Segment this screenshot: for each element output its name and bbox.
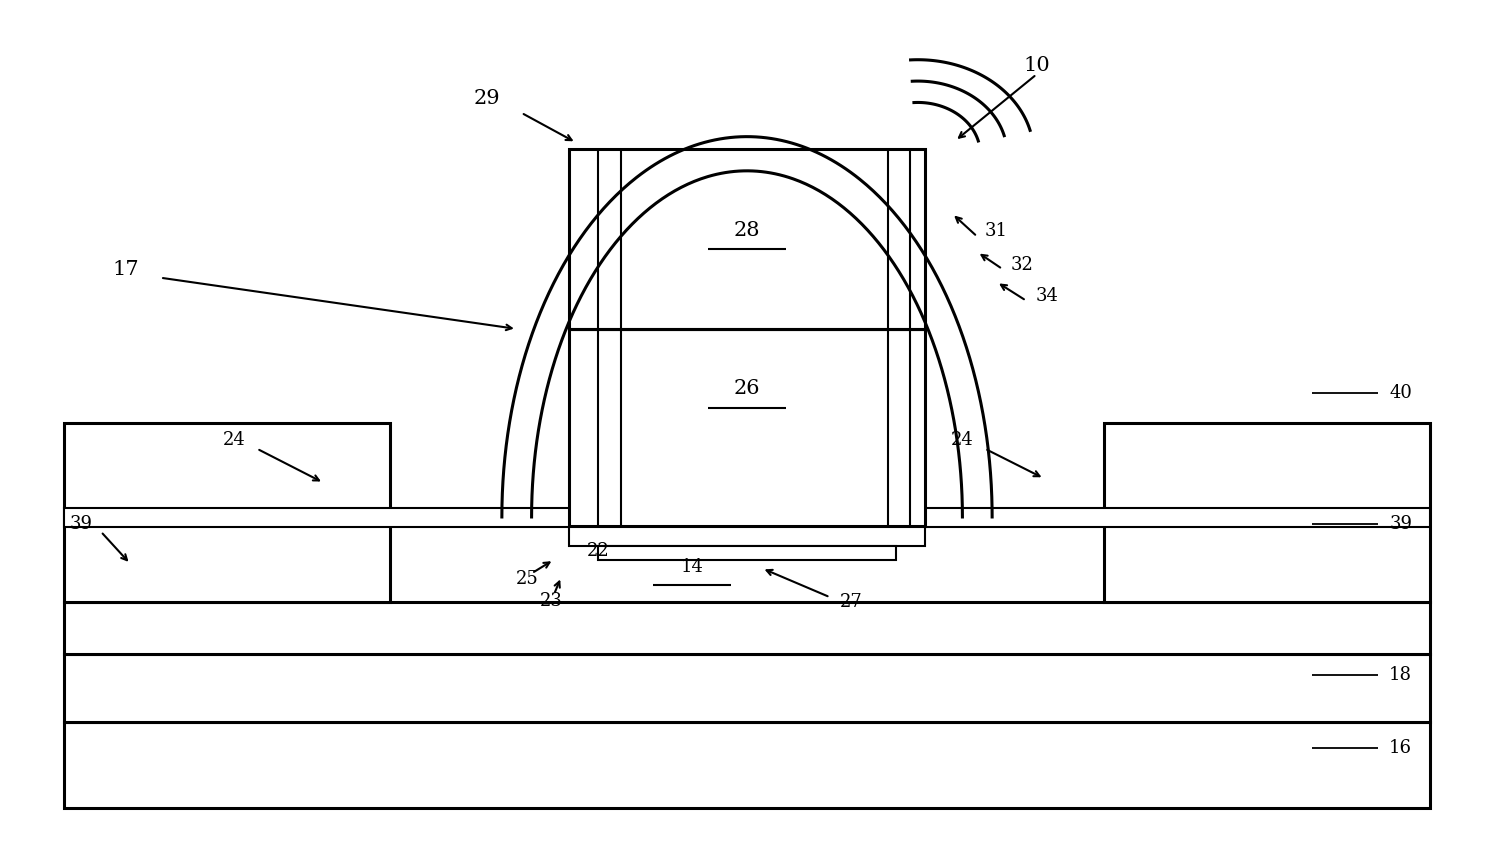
Text: 22: 22 — [587, 542, 610, 560]
FancyBboxPatch shape — [64, 653, 1430, 722]
FancyBboxPatch shape — [569, 527, 925, 546]
Text: 25: 25 — [515, 570, 538, 589]
FancyBboxPatch shape — [64, 508, 599, 527]
Text: 17: 17 — [112, 260, 139, 279]
Text: 39: 39 — [1389, 515, 1412, 532]
Text: 26: 26 — [734, 379, 760, 398]
Text: 24: 24 — [223, 431, 247, 449]
Text: 27: 27 — [840, 594, 862, 611]
Text: 23: 23 — [539, 592, 562, 610]
Text: 34: 34 — [1035, 287, 1059, 306]
FancyBboxPatch shape — [569, 149, 925, 329]
Text: 31: 31 — [985, 222, 1008, 240]
FancyBboxPatch shape — [64, 423, 390, 602]
FancyBboxPatch shape — [1104, 423, 1430, 602]
Text: 24: 24 — [952, 431, 974, 449]
Text: 32: 32 — [1010, 255, 1034, 274]
Text: 40: 40 — [1389, 384, 1412, 402]
Text: 18: 18 — [1389, 666, 1412, 684]
FancyBboxPatch shape — [569, 329, 925, 526]
Text: 29: 29 — [474, 89, 500, 108]
Text: 10: 10 — [1023, 56, 1050, 75]
Text: 28: 28 — [734, 221, 760, 240]
FancyBboxPatch shape — [895, 508, 1430, 527]
FancyBboxPatch shape — [64, 722, 1430, 808]
Text: 16: 16 — [1389, 739, 1412, 757]
Text: 39: 39 — [70, 515, 93, 532]
FancyBboxPatch shape — [599, 546, 895, 560]
FancyBboxPatch shape — [64, 602, 1430, 653]
Text: 14: 14 — [681, 557, 704, 576]
